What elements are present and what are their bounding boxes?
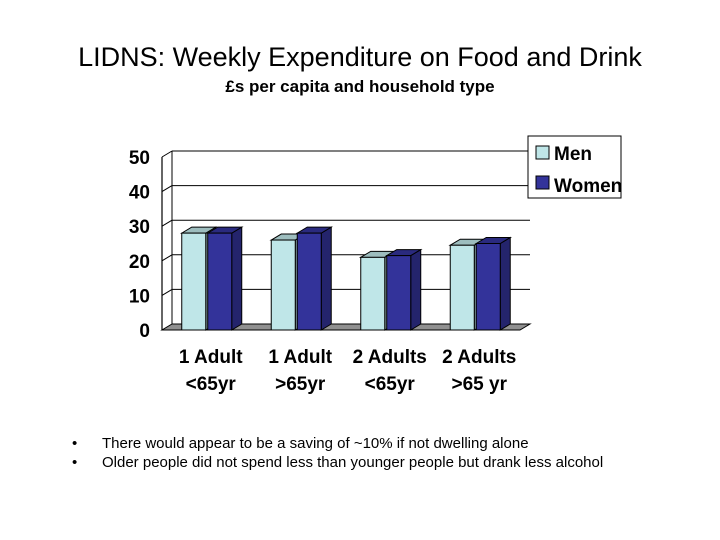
- x-category-label: 1 Adult: [268, 347, 332, 368]
- bullet-list: There would appear to be a saving of ~10…: [72, 434, 603, 472]
- gridline-side: [161, 219, 173, 227]
- axes: [160, 151, 532, 331]
- legend-label-men: Men: [554, 144, 592, 165]
- x-category-label: 2 Adults: [442, 347, 516, 368]
- x-category-label: 1 Adult: [179, 347, 243, 368]
- gridline-side: [161, 185, 173, 193]
- y-tick-label: 30: [129, 217, 150, 238]
- legend-label-women: Women: [554, 176, 622, 197]
- y-tick-labels: 0 10 20 30 40 50: [129, 148, 150, 342]
- x-category-label: 2 Adults: [353, 347, 427, 368]
- bullet-item: There would appear to be a saving of ~10…: [72, 434, 603, 453]
- gridline-side: [161, 254, 173, 262]
- legend-swatch-women: [535, 175, 550, 190]
- slide-subtitle: £s per capita and household type: [225, 77, 495, 96]
- gridline-side: [161, 288, 173, 296]
- bar-women-1: [205, 226, 244, 331]
- x-category-label: <65yr: [365, 374, 416, 395]
- bullet-item: Older people did not spend less than you…: [72, 453, 603, 472]
- y-tick-label: 10: [129, 286, 150, 307]
- bars: [179, 226, 513, 331]
- x-category-label: >65yr: [275, 374, 326, 395]
- x-category-label: <65yr: [186, 374, 237, 395]
- y-tick-label: 50: [129, 148, 150, 169]
- category-labels: 1 Adult <65yr 1 Adult >65yr 2 Adults <65yr 2 A…: [179, 347, 516, 395]
- bar-women-2: [295, 226, 334, 331]
- bar-women-3: [384, 248, 423, 331]
- y-tick-label: 40: [129, 183, 150, 204]
- gridline-side: [161, 150, 173, 158]
- x-category-label: >65 yr: [452, 374, 508, 395]
- legend: Men Women: [527, 135, 622, 199]
- slide-title: LIDNS: Weekly Expenditure on Food and Dr…: [78, 42, 642, 72]
- legend-swatch-men: [535, 145, 550, 160]
- bar-women-4: [474, 236, 513, 331]
- y-tick-label: 20: [129, 252, 150, 273]
- bar-chart: 0 10 20 30 40 50 1 Adult <65yr 1 Adult >65yr 2 Ad…: [129, 135, 622, 395]
- y-tick-label: 0: [139, 321, 150, 342]
